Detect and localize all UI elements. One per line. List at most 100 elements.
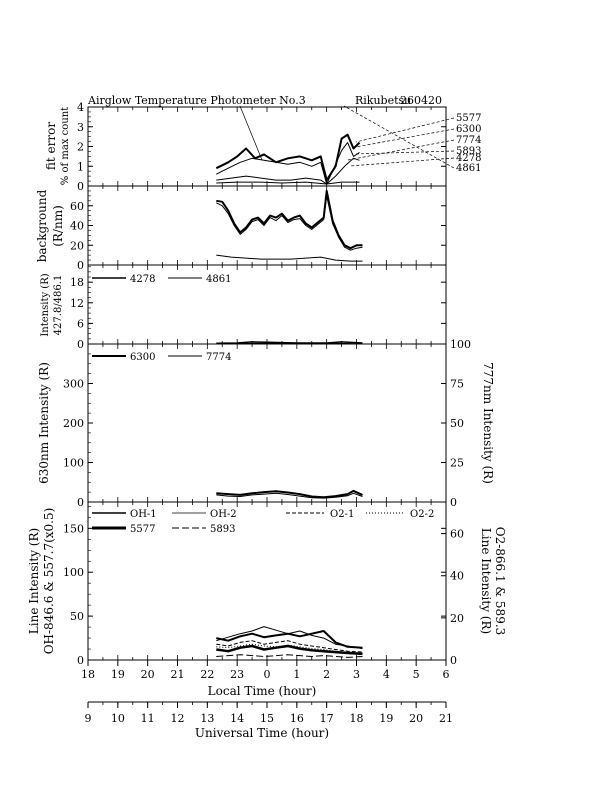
legend-fit-5893: 5893	[456, 146, 481, 157]
series-line-intensity-2	[216, 640, 363, 653]
series-background-2	[216, 254, 363, 262]
ut-tick-label: 15	[260, 712, 274, 725]
y-tick-label-background: 60	[70, 200, 84, 213]
ylabel-o2-589: O2-866.1 & 589.3	[493, 527, 507, 636]
y-tick-label-red-lines: 0	[77, 496, 84, 509]
legend-fit-4278: 4278	[456, 153, 481, 164]
y-tick-label-line-intensity: 150	[63, 522, 84, 535]
panel-background-frame	[87, 185, 447, 266]
local-tick-label: 3	[353, 668, 360, 681]
legend-fit-pointer	[239, 105, 263, 161]
legend-fit-connector-6300	[349, 128, 455, 149]
legend-label-oh1: OH-1	[130, 509, 157, 520]
series-line-intensity-1	[216, 626, 363, 650]
local-tick-label: 5	[413, 668, 420, 681]
y-tick-label-line-intensity: 50	[70, 610, 84, 623]
y-tick-label-red-lines: 100	[63, 457, 84, 470]
ut-tick-label: 13	[200, 712, 214, 725]
legend-red-lines: 6300 7774	[92, 352, 231, 363]
legend-fit-connector-4278	[349, 157, 455, 167]
legend-label-4861: 4861	[206, 274, 231, 285]
y-tick-label-red-lines: 300	[63, 378, 84, 391]
ut-tick-label: 12	[171, 712, 185, 725]
ylabel-line-intensity-left: Line Intensity (R)	[27, 528, 41, 634]
y-tick-label-red-lines: 200	[63, 417, 84, 430]
local-tick-label: 4	[383, 668, 390, 681]
ylabel-blue-intensity: Intensity (R)	[40, 273, 51, 336]
legend-label-4278: 4278	[130, 274, 155, 285]
local-tick-label: 19	[111, 668, 125, 681]
ylabel-blue-wavelengths: 427.8/486.1	[53, 275, 64, 336]
ylabel-oh-557: OH-846.6 & 557.7(x0.5)	[42, 508, 56, 655]
legend-fit-connector-7774	[347, 139, 455, 161]
y-tick-label-background: 20	[70, 239, 84, 252]
chart-title: Airglow Temperature Photometer No.3	[87, 94, 306, 107]
y-tick-label-background: 0	[77, 259, 84, 272]
y-tick-label-right-line-intensity: 40	[450, 570, 464, 583]
ut-tick-label: 9	[85, 712, 92, 725]
ylabel-fit-error: fit error	[44, 122, 58, 170]
legend-fit-connector-5577	[355, 117, 455, 143]
series-red-lines-1	[216, 492, 363, 499]
legend-label-6300: 6300	[130, 352, 155, 363]
y-tick-label-right-red-lines: 100	[450, 338, 471, 351]
chart-date: 260420	[400, 94, 442, 107]
ylabel-background-unit: (R/nm)	[51, 205, 65, 247]
y-tick-label-blue-lines: 0	[77, 338, 84, 351]
ylabel-fit-error-unit: % of max count	[60, 107, 71, 185]
series-line-intensity-5	[216, 654, 363, 658]
y-tick-label-blue-lines: 6	[77, 317, 84, 330]
ut-tick-label: 20	[409, 712, 423, 725]
xlabel-universal-time: Universal Time (hour)	[195, 726, 329, 740]
y-tick-label-fit-error: 1	[77, 160, 84, 173]
tick-marks	[87, 106, 447, 708]
series-red-lines-0	[216, 489, 363, 499]
local-tick-label: 2	[323, 668, 330, 681]
data-series	[215, 133, 363, 658]
y-tick-label-blue-lines: 18	[70, 276, 84, 289]
y-tick-label-line-intensity: 100	[63, 566, 84, 579]
local-tick-label: 20	[141, 668, 155, 681]
legend-fit-4861: 4861	[456, 163, 481, 174]
series-fit-error-0	[215, 133, 361, 182]
y-tick-label-blue-lines: 12	[70, 297, 84, 310]
y-tick-label-fit-error: 3	[77, 121, 84, 134]
legend-fit-5577: 5577	[456, 113, 481, 124]
y-tick-label-right-red-lines: 25	[450, 457, 464, 470]
local-tick-label: 1	[293, 668, 300, 681]
panel-red-lines-frame	[87, 343, 447, 503]
ut-tick-label: 10	[111, 712, 125, 725]
series-blue-lines-0	[216, 341, 363, 345]
local-tick-label: 23	[230, 668, 244, 681]
panel-fit-error-frame	[87, 106, 447, 187]
y-tick-label-fit-error: 4	[77, 101, 84, 114]
legend-fit-connector-4861	[343, 105, 455, 169]
y-tick-label-background: 40	[70, 220, 84, 233]
legend-label-7774: 7774	[206, 352, 231, 363]
series-fit-error-1	[216, 142, 360, 185]
ylabel-630nm: 630nm Intensity (R)	[37, 362, 51, 484]
legend-label-o21: O2-1	[330, 509, 354, 520]
ylabel-777nm: 777nm Intensity (R)	[481, 362, 495, 484]
series-fit-error-3	[216, 181, 360, 185]
legend-label-5893: 5893	[210, 524, 235, 535]
chart-site: Rikubetsu	[355, 94, 411, 107]
legend-blue-lines: 4278 4861	[92, 274, 231, 285]
y-tick-label-right-line-intensity: 60	[450, 528, 464, 541]
series-background-1	[216, 195, 363, 251]
series-fit-error-2	[216, 157, 360, 185]
y-tick-label-fit-error: 0	[77, 180, 84, 193]
legend-line-intensity: OH-1 OH-2 O2-1 O2-2 5577 5893	[92, 509, 434, 535]
legend-fit-7774: 7774	[456, 135, 481, 146]
ylabel-background: background	[35, 189, 49, 262]
tick-labels: 18 19 20 21 22 23 0 1 2 3 4 5 69 10 11 12 13 14 15 16 17 18 19…	[63, 101, 471, 725]
legend-fit-connector-5893	[353, 150, 455, 155]
ylabel-line-intensity-right: Line Intensity (R)	[479, 528, 493, 634]
y-tick-label-right-red-lines: 0	[450, 496, 457, 509]
legend-label-5577: 5577	[130, 524, 155, 535]
y-tick-label-fit-error: 2	[77, 141, 84, 154]
y-tick-label-right-line-intensity: 0	[450, 654, 457, 667]
legend-fit-error: 5577 6300 7774 5893 4278 4861	[239, 105, 481, 174]
y-tick-label-right-line-intensity: 20	[450, 612, 464, 625]
